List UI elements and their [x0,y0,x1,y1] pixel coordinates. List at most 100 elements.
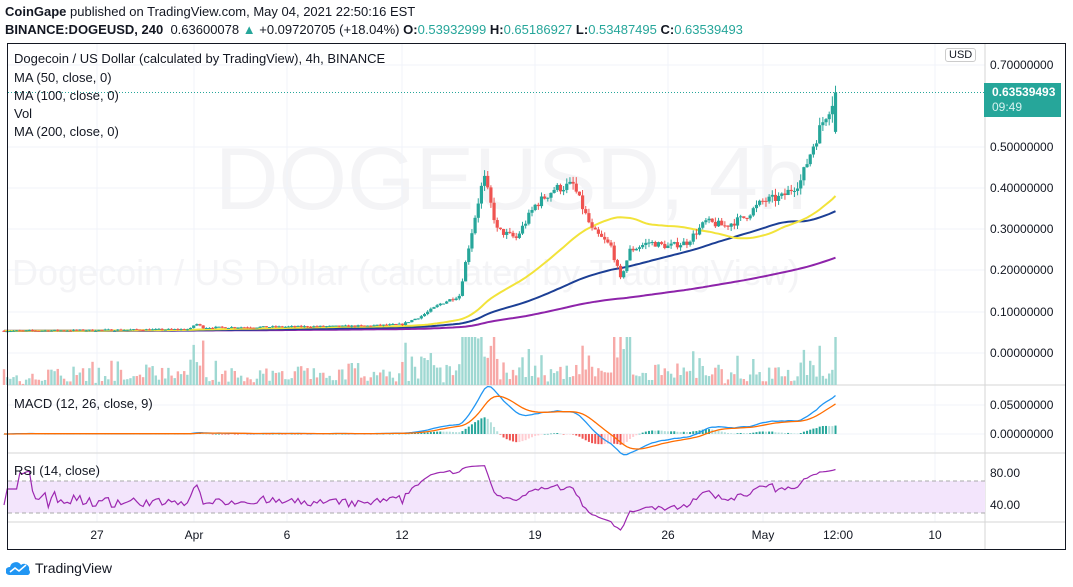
volume-bar [331,380,335,385]
macd-histogram-bar [537,434,540,436]
candle-body [185,329,189,331]
volume-bar [306,368,309,385]
candle-body [21,330,25,332]
volume-bar [799,362,802,385]
volume-bar [695,377,698,385]
legend-ma100[interactable]: MA (100, close, 0) [14,88,119,103]
candle-body [814,143,819,147]
macd-histogram-bar [641,432,644,434]
candle-body [400,323,404,326]
rsi-line [3,465,836,531]
macd-histogram-bar [499,434,502,435]
volume-bar [480,337,483,385]
candle-body [644,242,648,246]
volume-bar [812,365,815,385]
volume-bar [549,369,553,385]
candle-body [432,307,436,309]
volume-bar [606,372,610,385]
candle-body [486,175,490,188]
macd-histogram-bar [733,433,736,435]
volume-bar [401,361,404,385]
candle-body [78,329,82,331]
volume-bar [37,379,40,385]
macd-histogram-bar [717,430,720,434]
volume-bar [382,369,385,385]
candle-body [195,324,199,326]
macd-histogram-bar [246,434,249,435]
candle-body [334,325,338,327]
volume-bar [777,367,780,385]
candle-body [672,242,676,244]
candle-body [264,326,269,328]
macd-histogram-bar [464,428,467,434]
macd-histogram-bar [625,434,628,442]
volume-bar [66,381,69,385]
candle-body [188,327,193,330]
candle-body [641,245,645,248]
macd-histogram-bar [404,433,407,435]
volume-bar [432,365,436,385]
macd-histogram-bar [281,434,284,435]
candle-body [660,242,664,244]
legend-macd[interactable]: MACD (12, 26, close, 9) [14,396,153,411]
volume-bar [284,379,287,385]
candle-body [767,196,771,202]
volume-bar [805,375,809,385]
high-value: 0.65186927 [503,22,573,37]
legend-rsi[interactable]: RSI (14, close) [14,463,100,478]
legend-ma200[interactable]: MA (200, close, 0) [14,124,119,139]
macd-histogram-bar [685,432,688,434]
rsi-label: 80.00 [990,466,1021,480]
price-label: 0.70000000 [990,58,1054,72]
volume-bar [28,378,31,385]
macd-label: 0.00000000 [990,427,1054,441]
volume-bar [590,366,594,385]
candle-body [590,222,594,228]
volume-bar [192,344,195,385]
volume-bar [720,369,723,385]
volume-bar [818,345,821,385]
candle-body [631,248,635,251]
candle-body [754,204,759,209]
macd-histogram-bar [470,424,473,434]
volume-bar [435,367,439,385]
volume-bar [183,371,186,385]
macd-histogram-bar [723,432,726,434]
volume-bar [309,379,312,385]
volume-bar [594,376,597,385]
volume-bar [201,340,205,385]
volume-bar [514,375,518,385]
legend-ma50[interactable]: MA (50, close, 0) [14,70,112,85]
volume-bar [277,372,281,385]
candle-body [625,260,629,272]
candle-body [508,231,512,233]
time-label: Apr [184,528,204,542]
candle-body [574,183,578,192]
candle-body [723,225,727,227]
volume-bar [129,378,132,385]
candle-body [426,311,430,315]
candle-body [176,329,180,331]
candle-body [87,329,91,331]
legend-vol[interactable]: Vol [14,106,33,121]
macd-histogram-bar [622,434,625,444]
currency-button[interactable]: USD [945,48,977,62]
legend-title: Dogecoin / US Dollar (calculated by Trad… [14,51,386,66]
candle-body [59,330,63,332]
candle-body [46,330,50,332]
macd-histogram-bar [417,433,420,434]
volume-bar [426,360,429,385]
candle-body [128,329,133,331]
macd-histogram-bar [587,434,590,442]
volume-bar [268,380,271,385]
volume-bar [518,367,521,385]
volume-bar [375,375,379,385]
macd-histogram-bar [458,432,461,434]
candle-body [65,330,69,332]
macd-histogram-bar [736,433,739,434]
candle-body [830,105,834,115]
volume-bar [271,370,274,385]
volume-bar [107,379,110,385]
tradingview-logo[interactable]: TradingView [6,560,112,576]
